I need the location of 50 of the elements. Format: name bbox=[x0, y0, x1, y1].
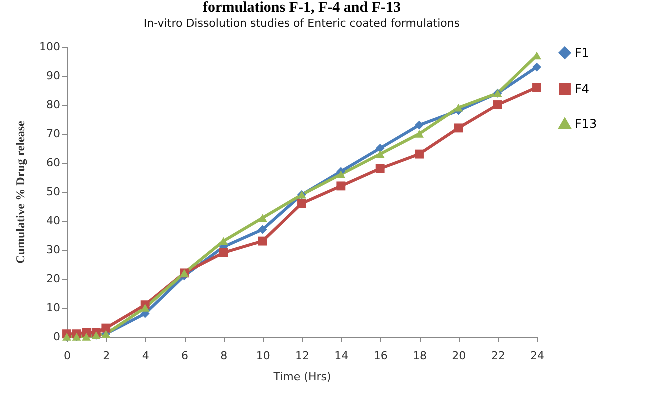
y-tick-label: 70 bbox=[46, 128, 60, 140]
point bbox=[493, 100, 502, 110]
x-tick-label: 2 bbox=[103, 350, 110, 362]
y-tick-label: 50 bbox=[46, 186, 60, 198]
x-tick-label: 8 bbox=[220, 350, 228, 362]
x-tick-label: 22 bbox=[491, 350, 506, 362]
point bbox=[298, 199, 306, 208]
point bbox=[415, 130, 424, 138]
point bbox=[415, 120, 424, 130]
point bbox=[376, 164, 385, 174]
y-tick-label: 40 bbox=[46, 214, 60, 228]
x-tick-label: 0 bbox=[64, 350, 71, 362]
x-axis-title: Time (Hrs) bbox=[272, 370, 332, 384]
point bbox=[415, 150, 424, 159]
point bbox=[258, 236, 268, 246]
point bbox=[219, 248, 228, 258]
legend-label: F1 bbox=[575, 46, 590, 60]
chart-subtitle: In-vitro Dissolution studies of Enteric coated formulations bbox=[144, 17, 460, 30]
x-tick-label: 10 bbox=[256, 350, 270, 362]
x-tick-label: 14 bbox=[334, 350, 349, 362]
y-tick-label: 30 bbox=[46, 244, 60, 256]
point bbox=[454, 124, 464, 133]
y-tick-label: 100 bbox=[40, 40, 60, 54]
point bbox=[376, 144, 385, 153]
point bbox=[102, 324, 111, 333]
point bbox=[336, 170, 346, 178]
x-tick-label: 6 bbox=[182, 350, 188, 362]
x-tick-label: 4 bbox=[142, 350, 150, 362]
point bbox=[376, 150, 385, 158]
point bbox=[532, 62, 542, 72]
x-tick-label: 18 bbox=[413, 350, 427, 362]
point bbox=[454, 104, 464, 112]
point bbox=[532, 83, 542, 92]
y-tick-label: 20 bbox=[46, 272, 60, 286]
point bbox=[258, 214, 268, 222]
x-tick-label: 24 bbox=[530, 350, 544, 362]
y-tick-label: 0 bbox=[54, 330, 60, 344]
x-tick-label: 20 bbox=[452, 350, 466, 362]
y-tick-label: 60 bbox=[46, 156, 60, 170]
point bbox=[258, 225, 268, 234]
legend-label: F13 bbox=[575, 117, 598, 131]
chart-title: formulations F-1, F-4 and F-13 bbox=[203, 0, 401, 16]
x-tick-label: 16 bbox=[374, 350, 388, 362]
y-tick-label: 10 bbox=[46, 302, 60, 314]
x-tick-label: 12 bbox=[296, 350, 310, 362]
y-tick-label: 90 bbox=[46, 70, 60, 82]
point bbox=[336, 182, 346, 191]
y-tick-label: 80 bbox=[46, 98, 60, 112]
y-axis-title: Cumulative % Drug release bbox=[14, 120, 28, 264]
legend-label: F4 bbox=[575, 82, 590, 96]
